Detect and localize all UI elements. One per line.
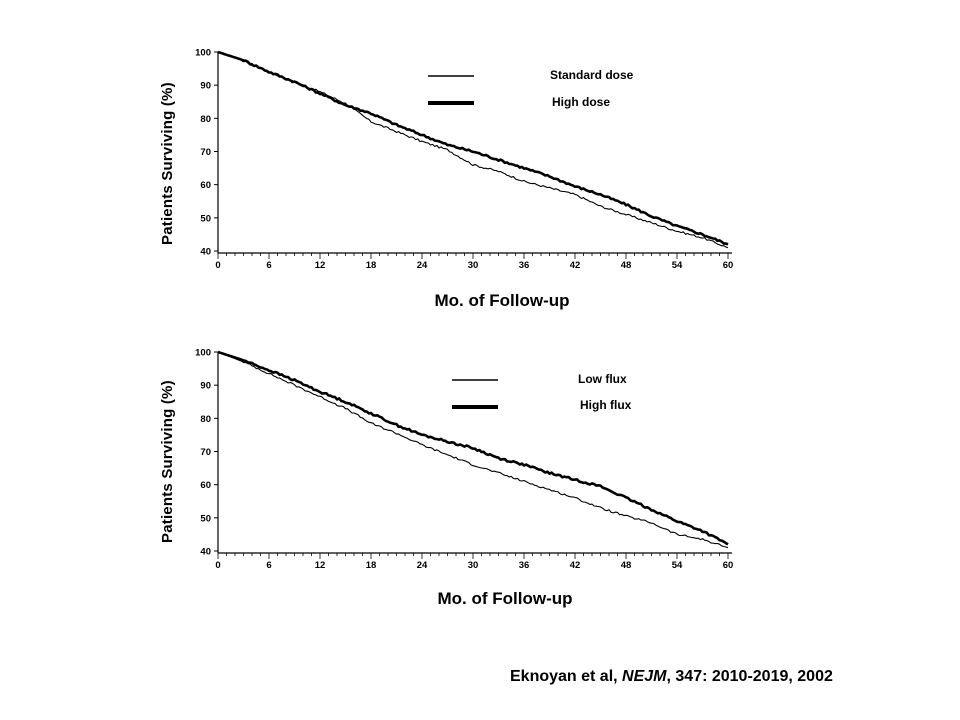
y-tick-label: 70 (200, 447, 211, 458)
y-tick-label: 100 (195, 348, 211, 359)
y-tick: 40 (200, 247, 218, 258)
y-tick: 70 (200, 447, 218, 458)
y-tick-label: 60 (200, 480, 211, 491)
y-tick: 100 (195, 48, 218, 59)
y-tick-label: 40 (200, 247, 211, 258)
survival-chart-flux: 40 50 60 70 80 90 100 0 6 12 18 24 30 36 42 48 54 60 Pati… (0, 300, 960, 630)
x-tick-label: 54 (672, 560, 683, 571)
y-axis-label: Patients Surviving (%) (159, 380, 176, 543)
y-tick: 60 (200, 480, 218, 491)
x-tick-label: 18 (366, 560, 377, 571)
x-tick-label: 36 (519, 560, 530, 571)
y-tick-label: 50 (200, 213, 211, 224)
series-line-low-flux (217, 351, 729, 549)
y-tick: 70 (200, 147, 218, 158)
y-tick-label: 70 (200, 147, 211, 158)
x-tick-label: 36 (519, 260, 530, 271)
x-tick-label: 0 (215, 260, 220, 271)
y-tick-label: 100 (195, 48, 211, 59)
legend-label-high-flux: High flux (580, 398, 632, 412)
y-tick: 90 (200, 381, 218, 392)
chart-plot-area: 40 50 60 70 80 90 100 0 6 12 18 24 30 36 42 48 54 60 (195, 348, 734, 572)
y-tick: 40 (200, 547, 218, 558)
y-tick-label: 50 (200, 513, 211, 524)
x-tick-label: 48 (621, 560, 632, 571)
citation-journal: NEJM (622, 668, 667, 685)
x-tick-label: 60 (723, 560, 734, 571)
x-tick-label: 60 (723, 260, 734, 271)
y-tick-label: 90 (200, 81, 211, 92)
legend-label-standard-dose: Standard dose (550, 68, 634, 82)
x-tick-label: 48 (621, 260, 632, 271)
y-tick: 60 (200, 180, 218, 191)
series-line-high-dose (217, 50, 729, 246)
x-tick-label: 12 (315, 260, 326, 271)
y-tick: 50 (200, 213, 218, 224)
y-tick-label: 60 (200, 180, 211, 191)
legend-label-high-dose: High dose (552, 95, 611, 109)
chart-plot-area: 40 50 60 70 80 90 100 0 6 12 18 24 30 36 42 48 54 60 (195, 48, 734, 272)
y-tick: 90 (200, 81, 218, 92)
x-tick-label: 42 (570, 260, 581, 271)
x-tick-label: 24 (417, 260, 428, 271)
y-tick-label: 80 (200, 414, 211, 425)
y-axis-label: Patients Surviving (%) (159, 82, 176, 245)
x-tick-label: 0 (215, 560, 220, 571)
x-tick-label: 6 (266, 560, 271, 571)
x-axis-label: Mo. of Follow-up (434, 291, 570, 310)
x-tick-label: 54 (672, 260, 683, 271)
y-tick-label: 80 (200, 114, 211, 125)
x-tick-label: 42 (570, 560, 581, 571)
citation: Eknoyan et al, NEJM, 347: 2010-2019, 200… (510, 668, 833, 686)
legend-label-low-flux: Low flux (578, 372, 627, 386)
y-tick-label: 90 (200, 381, 211, 392)
x-tick-label: 30 (468, 260, 479, 271)
x-tick-label: 12 (315, 560, 326, 571)
y-tick: 100 (195, 348, 218, 359)
citation-authors: Eknoyan et al, (510, 668, 618, 685)
x-axis-label: Mo. of Follow-up (437, 589, 573, 608)
x-tick-label: 24 (417, 560, 428, 571)
y-tick-label: 40 (200, 547, 211, 558)
x-tick-label: 18 (366, 260, 377, 271)
y-tick: 50 (200, 513, 218, 524)
citation-details: , 347: 2010-2019, 2002 (666, 668, 833, 685)
x-tick-label: 30 (468, 560, 479, 571)
y-tick: 80 (200, 414, 218, 425)
x-tick-label: 6 (266, 260, 271, 271)
y-tick: 80 (200, 114, 218, 125)
survival-chart-dose: 40 50 60 70 80 90 100 0 6 12 18 24 30 36 42 48 54 60 Pati… (0, 0, 960, 330)
series-line-high-flux (217, 350, 729, 546)
